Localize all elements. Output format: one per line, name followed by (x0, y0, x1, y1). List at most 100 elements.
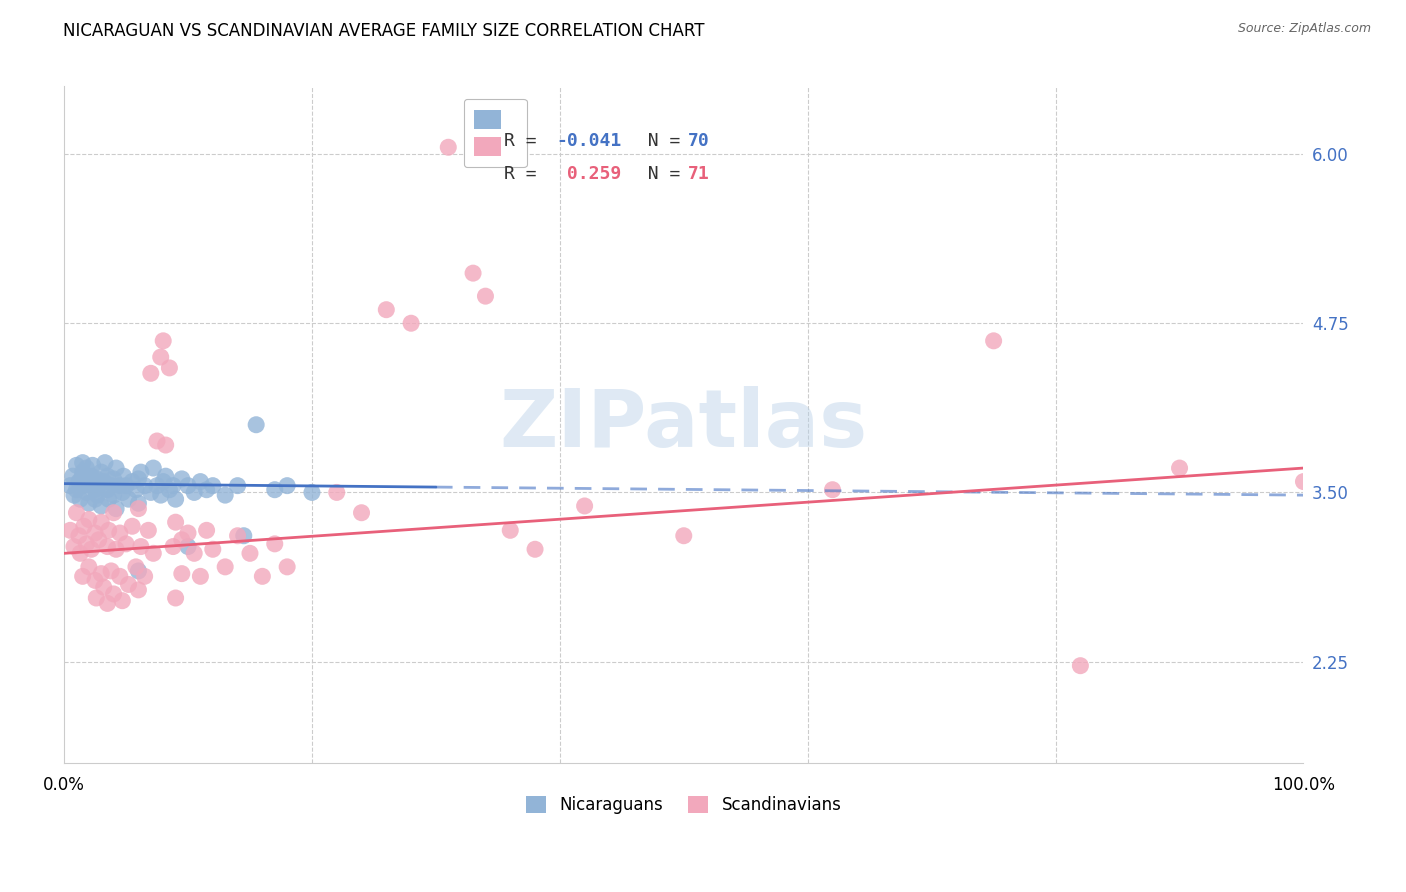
Point (80, 478, 103, 492)
Point (80, 542, 103, 557)
Point (1292, 475, 1315, 489)
Point (129, 540, 152, 554)
Point (195, 524, 218, 538)
Point (75, 537, 97, 551)
Point (152, 334, 174, 348)
Point (67, 475, 90, 489)
Point (105, 501, 128, 516)
Point (90, 499, 112, 513)
Point (69, 546, 91, 560)
Point (1168, 461, 1191, 475)
Point (162, 540, 184, 554)
Point (1069, 658, 1091, 673)
Point (165, 591, 187, 605)
Point (121, 519, 143, 533)
Point (96, 469, 118, 483)
Point (77, 496, 100, 510)
Point (301, 485, 323, 500)
Point (84, 472, 107, 486)
Point (461, 266, 484, 280)
Point (59, 478, 82, 492)
Point (112, 469, 135, 483)
Legend: Nicaraguans, Scandinavians: Nicaraguans, Scandinavians (517, 788, 849, 822)
Point (142, 461, 165, 475)
Point (69, 492, 91, 507)
Point (75, 485, 97, 500)
Point (149, 350, 172, 364)
Point (65, 506, 87, 520)
Point (499, 524, 522, 538)
Point (59, 524, 82, 538)
Point (170, 472, 193, 486)
Point (127, 582, 149, 597)
Point (127, 472, 149, 486)
Point (672, 529, 695, 543)
Point (63, 488, 86, 502)
Point (80, 469, 103, 483)
Point (276, 478, 298, 492)
Point (263, 537, 285, 551)
Point (177, 478, 200, 492)
Point (86, 488, 108, 502)
Text: 0.259: 0.259 (557, 165, 621, 184)
Point (73, 519, 96, 533)
Point (105, 542, 128, 557)
Point (139, 367, 162, 381)
Point (100, 478, 122, 492)
Point (70, 472, 93, 486)
Point (170, 533, 193, 547)
Point (115, 478, 138, 492)
Point (63, 540, 86, 554)
Point (94, 456, 117, 470)
Point (165, 492, 187, 507)
Point (73, 478, 96, 492)
Point (97, 524, 120, 538)
Point (84, 492, 107, 507)
Point (65, 458, 87, 473)
Text: -0.041: -0.041 (557, 131, 621, 150)
Point (82, 458, 104, 473)
Point (263, 483, 285, 497)
Point (111, 485, 134, 500)
Point (115, 537, 138, 551)
Point (152, 475, 174, 489)
Point (90, 515, 112, 529)
Point (75, 461, 97, 475)
Point (252, 569, 274, 583)
Point (574, 499, 596, 513)
Point (325, 485, 347, 500)
Point (111, 593, 134, 607)
Point (62, 469, 84, 483)
Point (134, 569, 156, 583)
Point (139, 485, 162, 500)
Point (375, 302, 398, 317)
Point (103, 472, 125, 486)
Point (103, 587, 125, 601)
Point (821, 483, 844, 497)
Point (157, 483, 180, 497)
Point (127, 564, 149, 578)
Point (90, 566, 112, 581)
Point (125, 560, 148, 574)
Point (87, 533, 110, 547)
Point (72, 456, 94, 470)
Point (177, 540, 200, 554)
Point (93, 580, 115, 594)
Point (226, 529, 249, 543)
Point (201, 478, 224, 492)
Text: Source: ZipAtlas.com: Source: ZipAtlas.com (1237, 22, 1371, 36)
Point (190, 475, 212, 489)
Point (437, 140, 460, 154)
Point (87, 478, 110, 492)
Point (138, 524, 160, 538)
Point (100, 564, 122, 578)
Point (108, 569, 131, 583)
Point (239, 546, 262, 560)
Point (157, 360, 180, 375)
Text: R =: R = (505, 131, 547, 150)
Point (72, 569, 94, 583)
Point (134, 478, 156, 492)
Point (155, 469, 177, 483)
Point (108, 526, 131, 541)
Point (350, 506, 373, 520)
